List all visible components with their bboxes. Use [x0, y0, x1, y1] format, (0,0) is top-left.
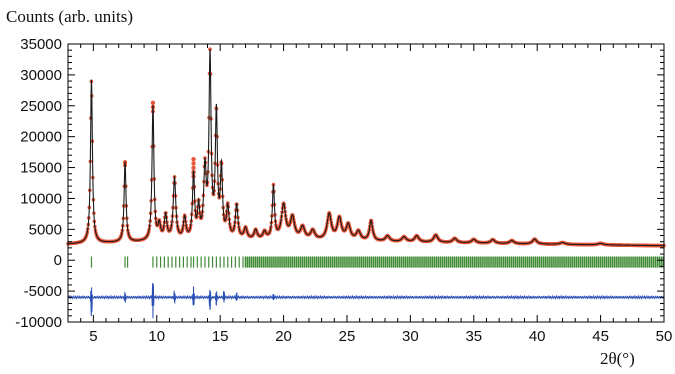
- x-tick-label: 50: [656, 328, 673, 345]
- y-tick-label: -5000: [24, 283, 62, 300]
- y-tick-label: 5000: [29, 221, 62, 238]
- x-tick-label: 20: [275, 328, 292, 345]
- difference-curve: [67, 282, 665, 319]
- y-tick-label: 0: [54, 252, 62, 269]
- x-tick-label: 25: [339, 328, 356, 345]
- x-tick-label: 30: [402, 328, 419, 345]
- x-tick-label: 5: [89, 328, 97, 345]
- x-tick-label: 45: [592, 328, 609, 345]
- plot-area: 5 10 15 20 25 30 35 40 45 50 -10000 -5000 0 5000 10000…: [15, 36, 672, 345]
- y-tick-label: 25000: [20, 98, 62, 115]
- y-tick-label: 20000: [20, 129, 62, 146]
- observed-point: [191, 156, 196, 162]
- y-tick-label: -10000: [15, 314, 62, 331]
- y-axis-label: Counts (arb. units): [6, 7, 133, 26]
- observed-point: [191, 161, 196, 166]
- x-tick-label: 35: [465, 328, 482, 345]
- y-tick-label: 15000: [20, 160, 62, 177]
- x-tick-label: 15: [212, 328, 229, 345]
- x-tick-label: 40: [529, 328, 546, 345]
- observed-point: [150, 100, 156, 105]
- y-tick-label: 10000: [20, 190, 62, 207]
- calculated-curve: [67, 49, 664, 247]
- plot-frame: [67, 43, 665, 323]
- x-axis-label: 2θ(°): [600, 349, 635, 368]
- y-tick-label: 35000: [20, 36, 62, 53]
- y-tick-label: 30000: [20, 67, 62, 84]
- observed-point: [191, 165, 196, 171]
- x-tick-label: 10: [148, 328, 165, 345]
